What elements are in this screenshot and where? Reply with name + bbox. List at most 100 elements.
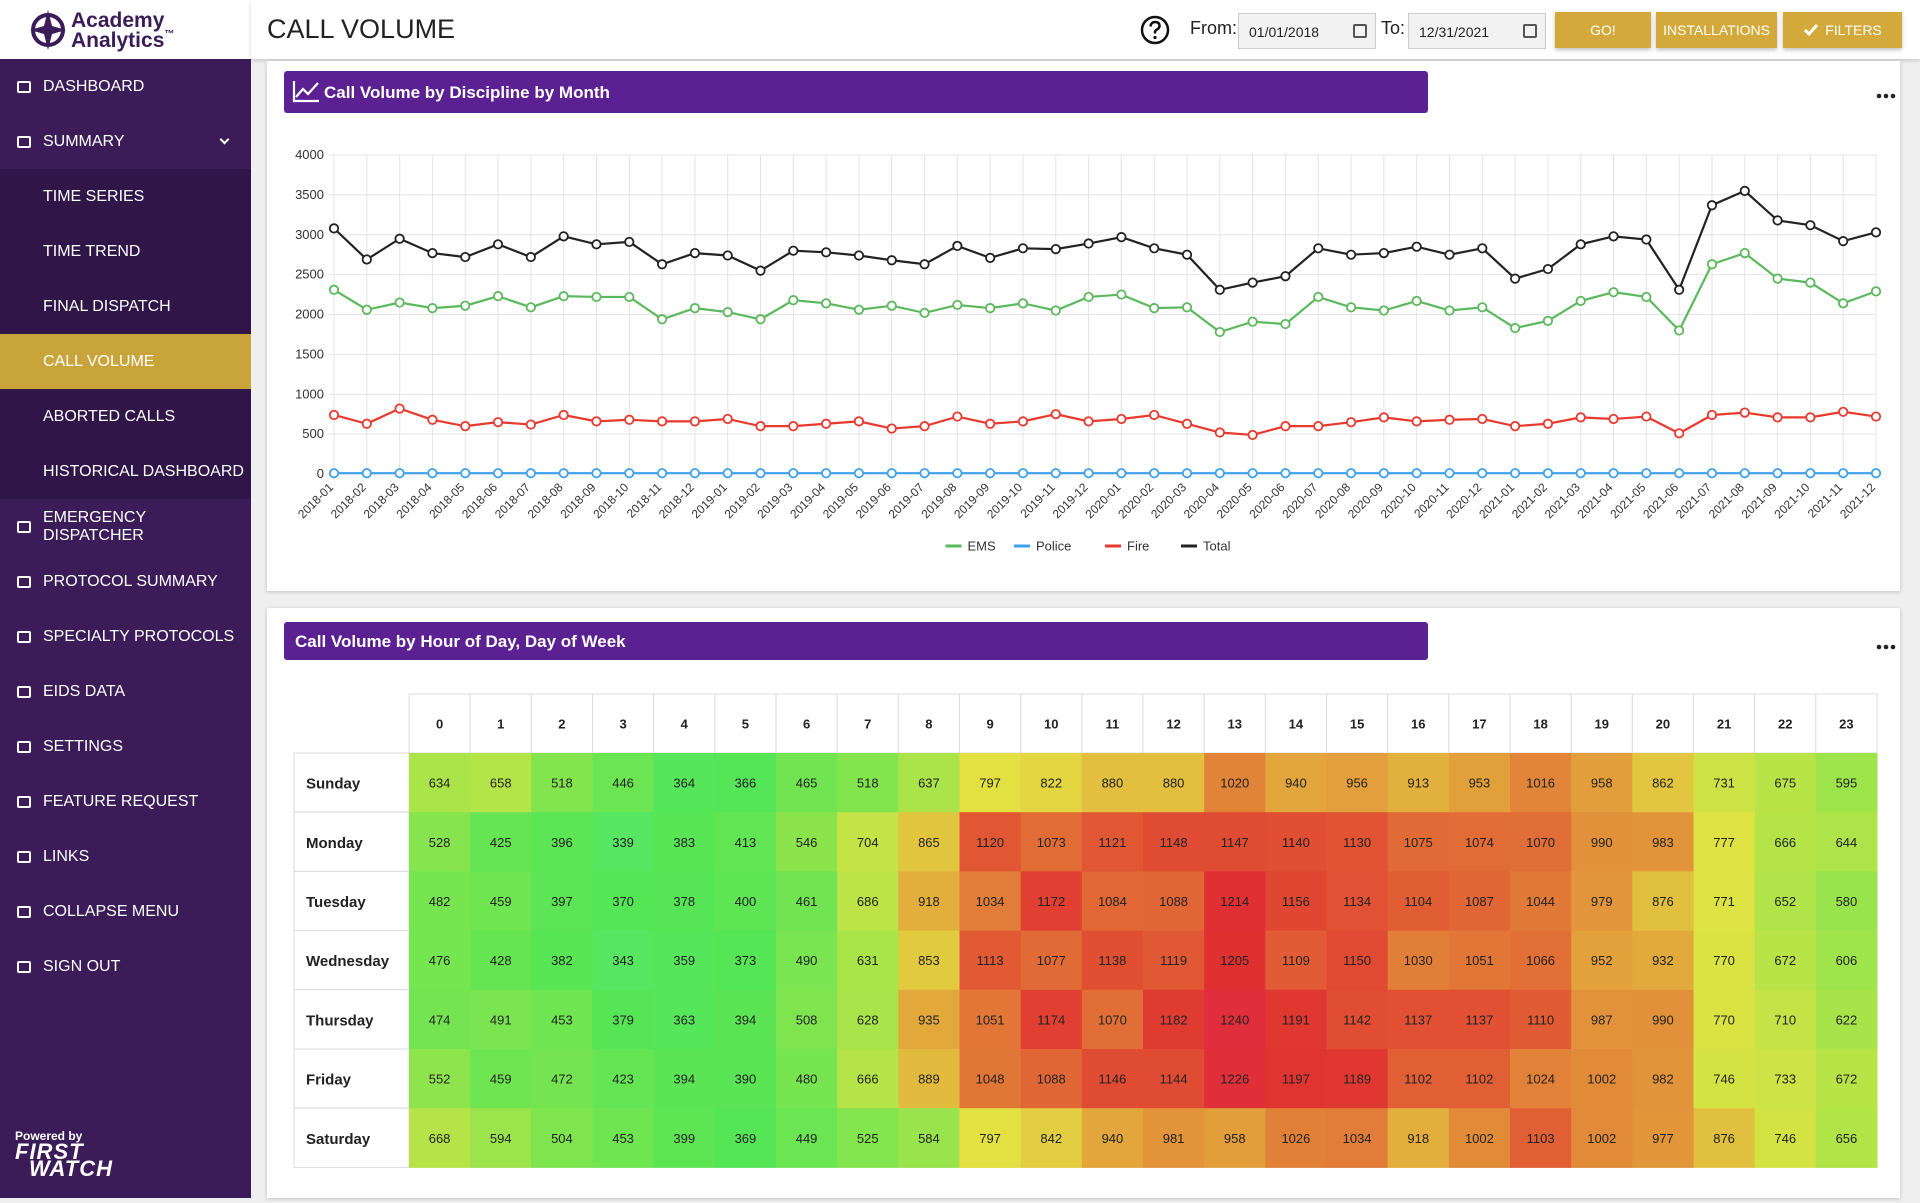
cell-label: 580 bbox=[1836, 894, 1858, 909]
date-input[interactable]: 01/01/2018 bbox=[1238, 13, 1376, 49]
point bbox=[1542, 315, 1554, 326]
point bbox=[985, 418, 996, 429]
nav-label: DASHBOARD bbox=[43, 77, 145, 95]
nav-item[interactable]: HISTORICAL DASHBOARD bbox=[0, 444, 251, 499]
nav-item[interactable]: SIGN OUT bbox=[0, 939, 251, 994]
heat-cell bbox=[1326, 1108, 1389, 1168]
installations-button[interactable]: INSTALLATIONS bbox=[1656, 12, 1777, 48]
point bbox=[1181, 468, 1193, 479]
cell-label: 880 bbox=[1102, 776, 1124, 791]
point bbox=[394, 297, 405, 308]
cell-label: 686 bbox=[857, 894, 879, 909]
cell-label: 710 bbox=[1774, 1012, 1796, 1027]
point bbox=[656, 259, 668, 270]
heat-cell bbox=[1265, 753, 1327, 813]
heat-cell bbox=[1632, 989, 1694, 1050]
nav-item[interactable]: EIDS DATA bbox=[0, 664, 251, 719]
calendar-icon[interactable] bbox=[1353, 24, 1367, 38]
point bbox=[1838, 406, 1849, 417]
logo: Academy Analytics™ bbox=[0, 0, 251, 59]
cell-label: 797 bbox=[979, 776, 1001, 791]
cell-label: 853 bbox=[918, 953, 940, 968]
heat-cell bbox=[409, 871, 471, 932]
point bbox=[1181, 418, 1193, 429]
filters-button[interactable]: FILTERS bbox=[1783, 12, 1902, 48]
point bbox=[886, 300, 897, 311]
heat-cell bbox=[409, 1108, 471, 1168]
x-tick-label: 2019-07 bbox=[886, 480, 927, 521]
cell-label: 990 bbox=[1591, 835, 1613, 850]
cell-label: 1077 bbox=[1037, 953, 1066, 968]
nav-item[interactable]: SUMMARY bbox=[0, 114, 251, 169]
heat-cell bbox=[714, 1049, 777, 1109]
calendar-icon[interactable] bbox=[1523, 24, 1537, 38]
cell-label: 465 bbox=[796, 776, 818, 791]
point bbox=[1378, 412, 1389, 423]
from-label: From: bbox=[1190, 18, 1237, 38]
cell-label: 981 bbox=[1163, 1131, 1185, 1146]
nav-item[interactable]: DASHBOARD bbox=[0, 59, 251, 114]
nav-item[interactable]: LINKS bbox=[0, 829, 251, 884]
nav-item[interactable]: PROTOCOL SUMMARY bbox=[0, 554, 251, 609]
heat-cell bbox=[1265, 1108, 1327, 1168]
cell-label: 1109 bbox=[1282, 953, 1310, 968]
point bbox=[952, 299, 963, 311]
heat-cell bbox=[1081, 989, 1144, 1050]
nav-item[interactable]: FEATURE REQUEST bbox=[0, 774, 251, 829]
x-tick-label: 2018-05 bbox=[426, 480, 467, 521]
heat-cell bbox=[898, 1049, 960, 1109]
cell-label: 746 bbox=[1774, 1131, 1796, 1146]
x-tick-label: 2019-02 bbox=[722, 480, 763, 521]
nav-item[interactable]: SPECIALTY PROTOCOLS bbox=[0, 609, 251, 664]
cell-label: 953 bbox=[1469, 776, 1491, 791]
brand-text: WATCH bbox=[29, 1156, 114, 1181]
point bbox=[1641, 291, 1652, 303]
x-tick-label: 2021-09 bbox=[1739, 480, 1780, 521]
point bbox=[1510, 273, 1521, 284]
point bbox=[1149, 303, 1160, 314]
heat-cell bbox=[1448, 812, 1511, 872]
cell-label: 913 bbox=[1407, 776, 1429, 791]
nav-item[interactable]: COLLAPSE MENU bbox=[0, 884, 251, 939]
point bbox=[361, 468, 372, 479]
nav-item[interactable]: EMERGENCY DISPATCHER bbox=[0, 499, 251, 554]
help-icon[interactable] bbox=[1140, 15, 1170, 45]
point bbox=[788, 421, 799, 432]
heat-cell bbox=[1815, 1108, 1878, 1168]
nav-item[interactable]: TIME SERIES bbox=[0, 169, 251, 224]
point bbox=[1542, 263, 1554, 275]
cell-label: 1002 bbox=[1587, 1072, 1616, 1087]
column-header bbox=[653, 693, 716, 754]
point bbox=[1838, 468, 1849, 479]
nav-item[interactable]: CALL VOLUME bbox=[0, 334, 251, 389]
point bbox=[328, 409, 340, 421]
column-header bbox=[775, 693, 838, 754]
point bbox=[460, 468, 471, 479]
heat-cell bbox=[1143, 989, 1205, 1050]
cell-label: 518 bbox=[551, 776, 573, 791]
cell-label: 746 bbox=[1713, 1072, 1735, 1087]
nav-label: HISTORICAL DASHBOARD bbox=[43, 462, 244, 480]
heat-cell bbox=[653, 989, 716, 1050]
heat-cell bbox=[1081, 1049, 1144, 1109]
cell-label: 339 bbox=[612, 835, 634, 850]
cell-label: 1189 bbox=[1343, 1072, 1371, 1087]
x-tick-label: 2021-02 bbox=[1509, 480, 1550, 521]
heat-cell bbox=[1204, 871, 1266, 932]
nav-item[interactable]: ABORTED CALLS bbox=[0, 389, 251, 444]
cell-label: 889 bbox=[918, 1072, 940, 1087]
nav-item[interactable]: SETTINGS bbox=[0, 719, 251, 774]
heat-cell bbox=[1081, 1108, 1144, 1168]
point bbox=[1674, 428, 1685, 439]
point bbox=[853, 416, 865, 427]
point bbox=[1575, 295, 1586, 307]
nav-label: TIME SERIES bbox=[43, 187, 145, 205]
point bbox=[1805, 277, 1816, 288]
point bbox=[722, 250, 733, 261]
nav-item[interactable]: TIME TREND bbox=[0, 224, 251, 279]
point bbox=[1017, 298, 1029, 309]
date-input[interactable]: 12/31/2021 bbox=[1408, 13, 1546, 49]
nav-item[interactable]: FINAL DISPATCH bbox=[0, 279, 251, 334]
go-button[interactable]: GO! bbox=[1555, 12, 1651, 48]
